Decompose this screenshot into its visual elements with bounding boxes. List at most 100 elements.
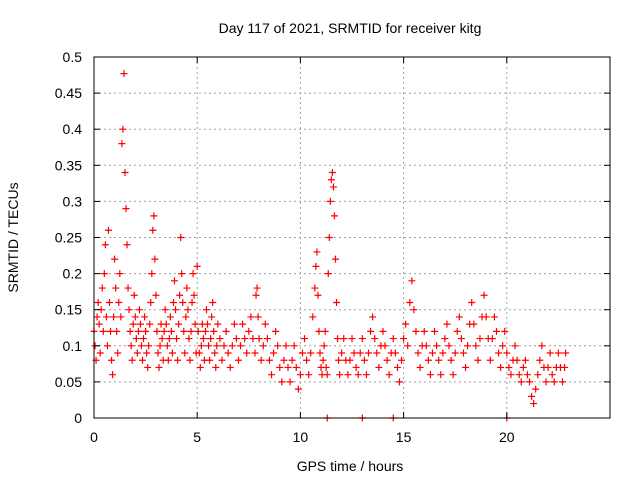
data-point: [490, 313, 498, 321]
data-point: [259, 342, 267, 350]
data-point: [314, 291, 322, 299]
data-point: [187, 327, 195, 335]
data-point: [155, 363, 163, 371]
data-point: [95, 320, 103, 328]
data-point: [435, 356, 443, 364]
data-point: [335, 356, 343, 364]
data-point: [179, 298, 187, 306]
data-point: [116, 270, 124, 278]
x-tick-label: 15: [396, 429, 412, 445]
data-point: [395, 378, 403, 386]
data-point: [137, 342, 145, 350]
data-point: [161, 306, 169, 314]
data-point: [373, 349, 381, 357]
data-point: [492, 327, 500, 335]
data-point: [550, 378, 558, 386]
data-point: [208, 313, 216, 321]
data-point: [445, 342, 453, 350]
data-point: [209, 298, 217, 306]
y-tick-label: 0.35: [55, 157, 82, 173]
tick-labels: 0 0.05 0.1 0.15 0.2 0.25 0.3 0.35 0.4 0.45 0.5 0 5 10…: [55, 49, 515, 445]
data-point: [333, 298, 341, 306]
data-point: [151, 255, 159, 263]
data-point: [344, 371, 352, 379]
data-point: [389, 335, 397, 343]
data-point: [538, 342, 546, 350]
data-point: [519, 363, 527, 371]
data-point: [114, 349, 122, 357]
data-point: [98, 284, 106, 292]
data-point: [358, 335, 366, 343]
y-tick-label: 0.1: [63, 338, 83, 354]
y-tick-label: 0.05: [55, 374, 82, 390]
data-point: [249, 335, 257, 343]
data-point: [133, 349, 141, 357]
data-point: [443, 320, 451, 328]
data-point: [511, 342, 519, 350]
data-point: [324, 270, 332, 278]
data-point: [158, 335, 166, 343]
x-tick-label: 0: [90, 429, 98, 445]
data-point: [428, 349, 436, 357]
data-point: [278, 378, 286, 386]
data-point: [548, 371, 556, 379]
data-point: [326, 197, 334, 205]
y-tick-label: 0.4: [63, 121, 83, 137]
data-point: [554, 349, 562, 357]
data-point: [206, 356, 214, 364]
y-tick-label: 0.2: [63, 266, 83, 282]
data-point: [170, 277, 178, 285]
data-point: [111, 255, 119, 263]
x-tick-label: 20: [499, 429, 515, 445]
data-point: [303, 356, 311, 364]
x-tick-label: 5: [193, 429, 201, 445]
data-point: [470, 320, 478, 328]
data-point: [113, 327, 121, 335]
data-point: [123, 241, 131, 249]
data-point: [338, 349, 346, 357]
data-point: [356, 349, 364, 357]
data-point: [331, 255, 339, 263]
data-point: [154, 349, 162, 357]
y-axis-label: SRMTID / TECUs: [5, 182, 21, 292]
data-point: [375, 363, 383, 371]
data-point: [422, 342, 430, 350]
data-point: [152, 291, 160, 299]
data-point: [211, 349, 219, 357]
data-point: [439, 349, 447, 357]
data-point: [503, 349, 511, 357]
data-point: [257, 356, 265, 364]
data-point: [177, 234, 185, 241]
data-point: [195, 349, 203, 357]
data-point: [185, 335, 193, 343]
data-point: [241, 335, 249, 343]
data-point: [210, 327, 218, 335]
data-point: [109, 371, 117, 379]
data-point: [513, 356, 521, 364]
data-point: [542, 378, 550, 386]
data-point: [180, 327, 188, 335]
data-point: [101, 241, 109, 249]
data-point: [312, 262, 320, 270]
data-point: [224, 349, 232, 357]
data-point: [517, 378, 525, 386]
data-point: [216, 335, 224, 343]
data-point: [145, 342, 153, 350]
data-point: [449, 371, 457, 379]
data-point: [146, 320, 154, 328]
data-point: [433, 342, 441, 350]
data-point: [115, 298, 123, 306]
data-point: [93, 313, 101, 321]
data-point: [472, 342, 480, 350]
data-point: [499, 342, 507, 350]
data-point: [147, 298, 155, 306]
data-point: [117, 313, 125, 321]
data-point: [132, 335, 140, 343]
data-point: [214, 320, 222, 328]
data-point: [163, 342, 171, 350]
data-point: [488, 335, 496, 343]
data-point: [455, 313, 463, 321]
data-point: [184, 306, 192, 314]
data-point: [329, 183, 337, 191]
data-point: [96, 349, 104, 357]
